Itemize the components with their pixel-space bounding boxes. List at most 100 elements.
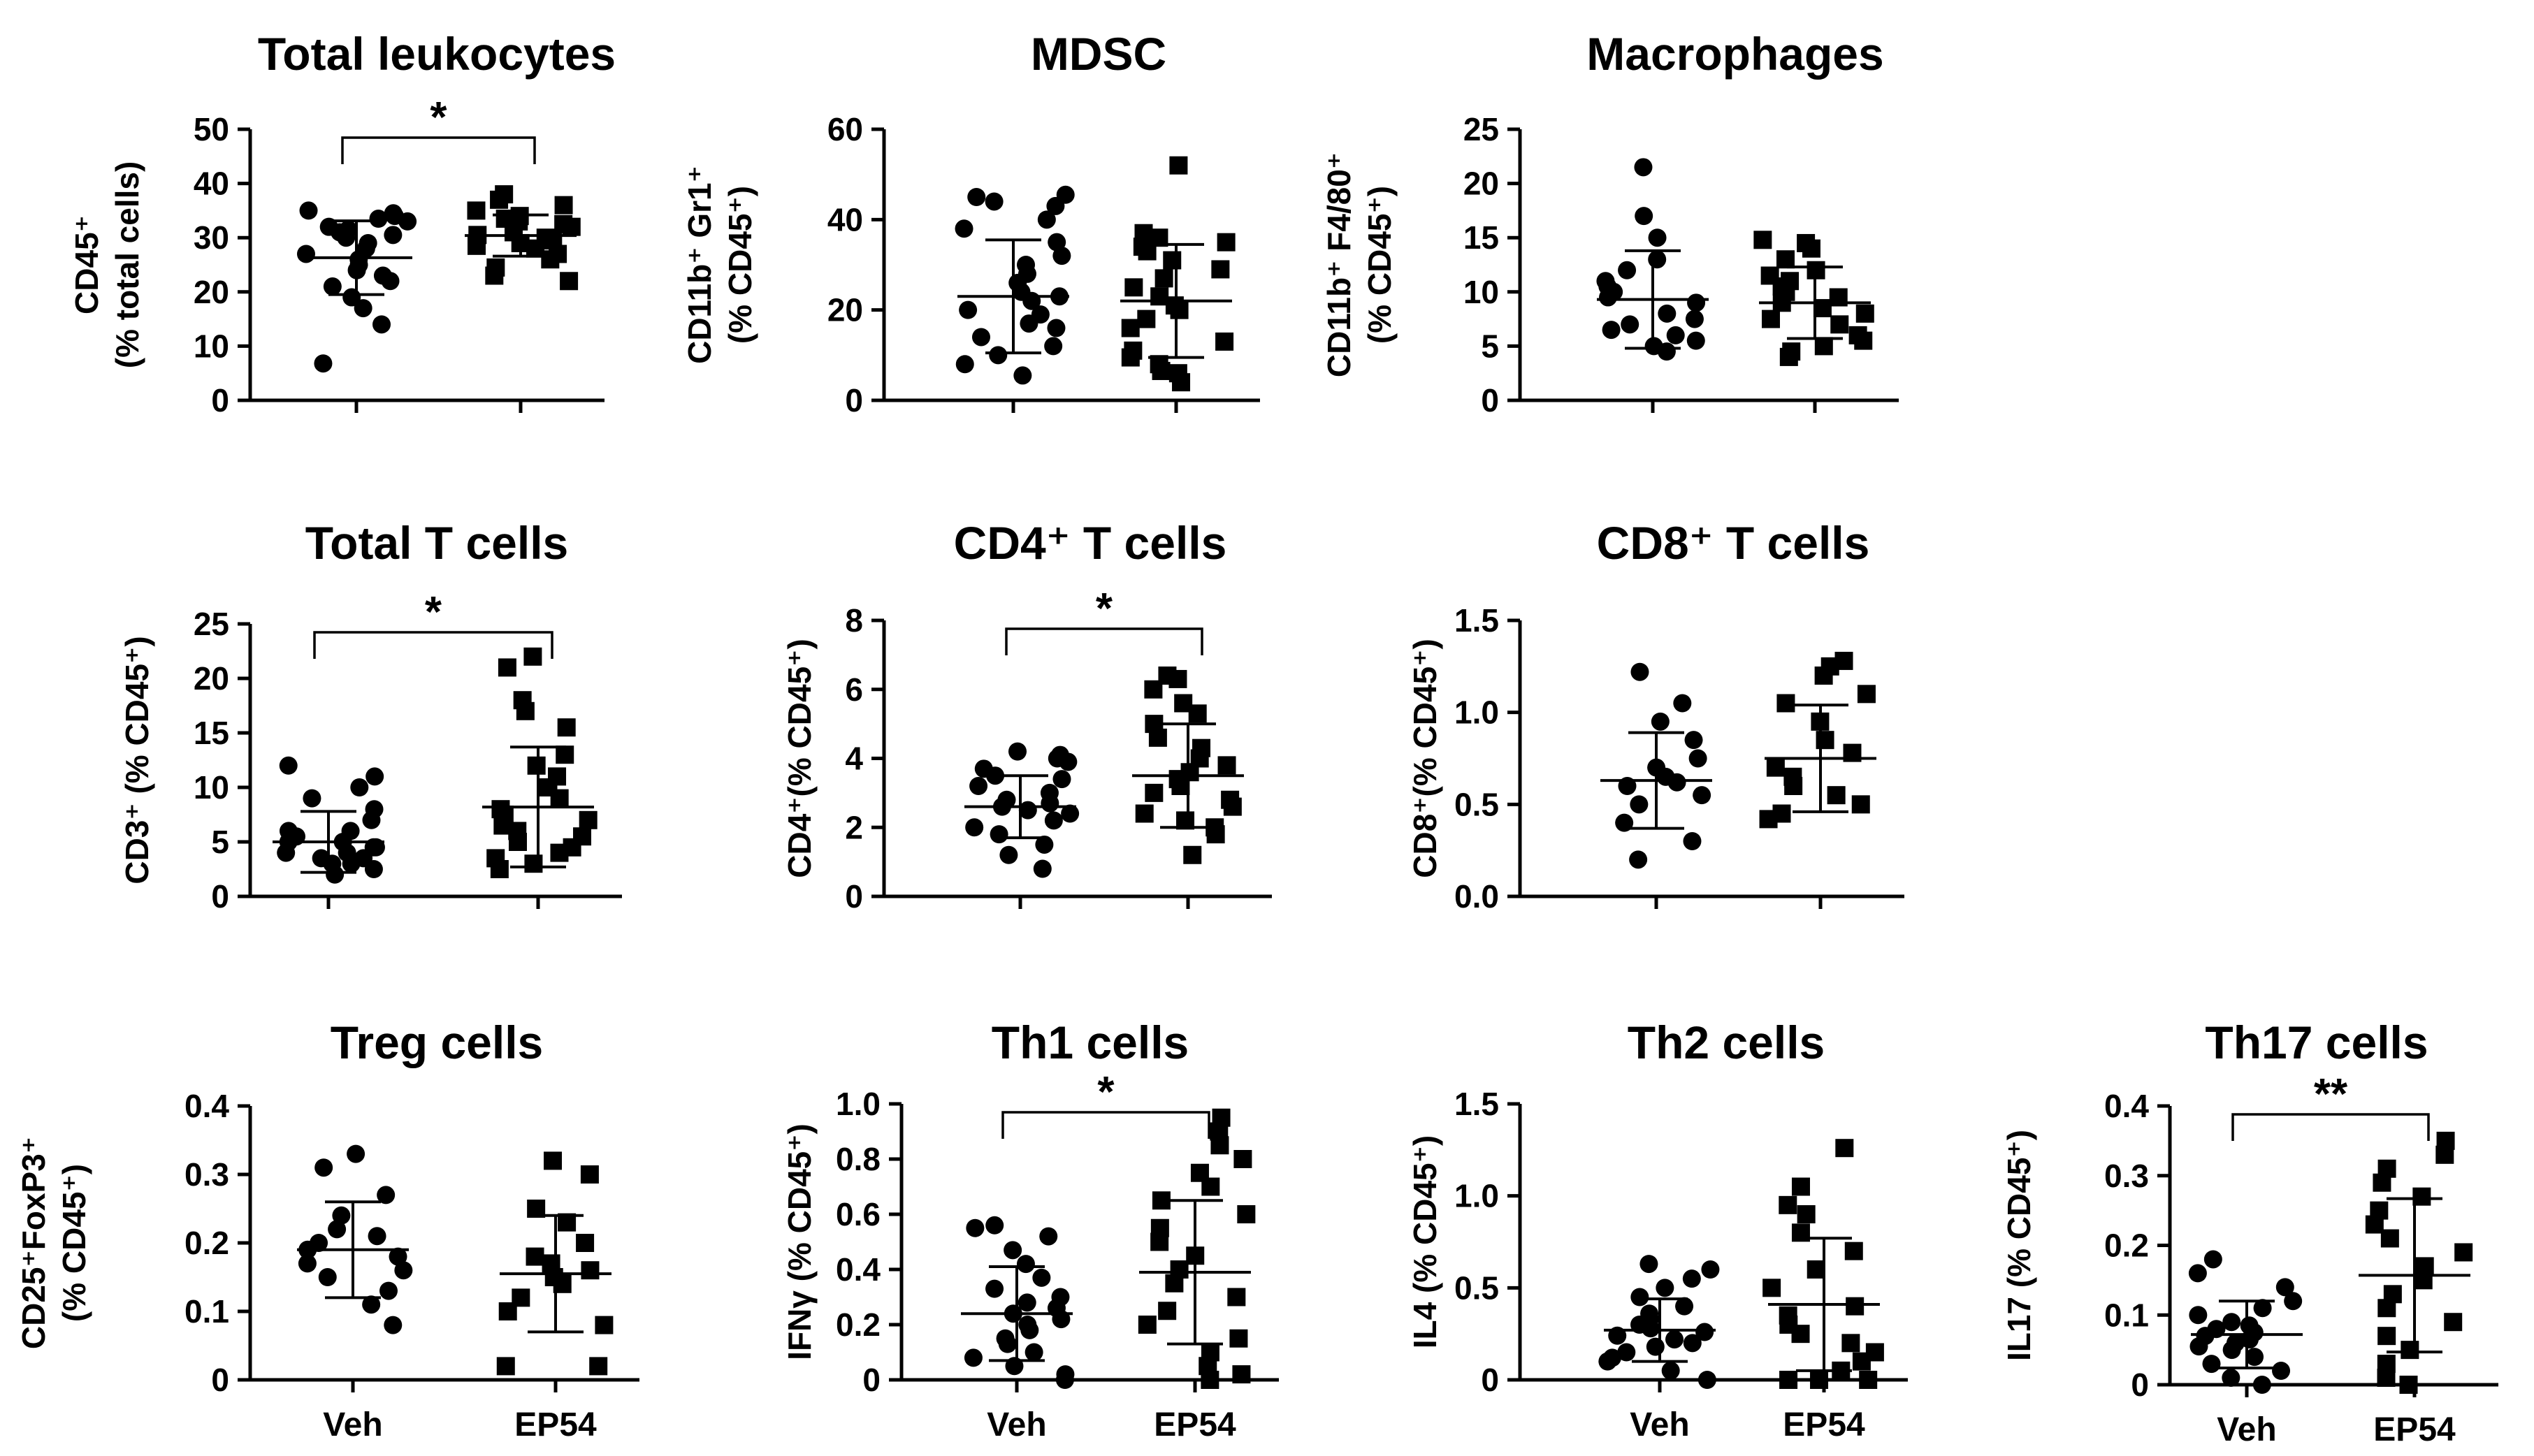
significance-label: *: [1097, 1068, 1115, 1116]
data-point: [579, 810, 598, 829]
data-point: [296, 245, 315, 263]
significance-label: *: [1096, 585, 1113, 633]
data-point: [394, 1261, 413, 1280]
data-point: [965, 818, 984, 837]
data-point: [1602, 321, 1621, 340]
data-point: [1630, 1288, 1649, 1306]
data-point: [1602, 1348, 1621, 1367]
y-tick-label: 0.0: [1454, 878, 1499, 915]
data-point: [576, 1234, 595, 1252]
data-point: [1004, 1241, 1022, 1260]
panel-title: Treg cells: [331, 1017, 544, 1068]
y-axis-label: IL17 (% CD45⁺): [2001, 1130, 2037, 1361]
data-point: [1168, 364, 1187, 383]
data-point: [1665, 1330, 1684, 1349]
data-point: [1841, 1334, 1860, 1353]
data-point: [1855, 304, 1874, 323]
data-point: [299, 201, 318, 220]
data-point: [1810, 1371, 1829, 1389]
data-point: [1779, 1371, 1798, 1389]
panel-title: CD8⁺ T cells: [1597, 517, 1870, 569]
series-EP54: [2359, 1131, 2473, 1394]
panel-7: Treg cells 0 0.1 0.2 0.3 0.4 Veh EP54 CD25⁺FoxP3…: [15, 1017, 639, 1443]
significance-bracket: [1005, 627, 1203, 655]
data-point: [377, 1186, 396, 1204]
data-point: [1791, 1177, 1810, 1196]
data-point: [1857, 685, 1876, 704]
data-point: [372, 315, 391, 334]
panel-5: CD4⁺ T cells 0 2 4 6 8 CD4⁺(% CD45⁺) *: [781, 517, 1272, 915]
panel-1: Total leukocytes 0 10 20 30 40 50 CD45⁺ (% total…: [68, 28, 616, 418]
data-point: [1170, 1260, 1189, 1279]
y-tick-label: 2: [845, 809, 863, 845]
data-point: [1797, 233, 1816, 252]
data-point: [1050, 745, 1069, 764]
panel-8: Th1 cells 0 0.2 0.4 0.6 0.8 1.0 Veh EP54 IFNγ (% …: [781, 1017, 1279, 1443]
data-point: [1634, 158, 1653, 177]
data-point: [2188, 1264, 2207, 1283]
data-point: [1048, 233, 1066, 252]
data-point: [2383, 1285, 2402, 1304]
panel-title: MDSC: [1031, 28, 1166, 80]
data-point: [373, 266, 392, 285]
data-point: [1772, 804, 1791, 823]
data-point: [486, 258, 505, 277]
data-point: [1212, 1108, 1231, 1127]
y-tick-label: 0.2: [2104, 1228, 2149, 1264]
significance-label: *: [425, 588, 442, 636]
data-point: [342, 288, 361, 307]
data-point: [1227, 1288, 1246, 1306]
y-axis-label: IL4 (% CD45⁺): [1407, 1135, 1443, 1348]
y-axis-label: CD25⁺FoxP3⁺ (% CD45⁺): [15, 1137, 92, 1349]
data-point: [1693, 786, 1711, 805]
data-point: [1165, 296, 1184, 315]
data-point: [491, 800, 510, 819]
data-point: [298, 1254, 317, 1273]
data-point: [1661, 1361, 1680, 1380]
data-point: [310, 1234, 328, 1252]
y-tick-label: 30: [194, 219, 229, 256]
series-EP54: [1120, 156, 1236, 392]
data-point: [2252, 1376, 2271, 1394]
y-tick-label: 50: [194, 111, 229, 147]
y-tick-label: 25: [1463, 111, 1499, 147]
panel-10: Th17 cells 0 0.1 0.2 0.3 0.4 Veh EP54 IL17 (% CD…: [2001, 1017, 2498, 1448]
data-point: [323, 277, 342, 296]
data-point: [2253, 1299, 2272, 1318]
data-point: [964, 1348, 983, 1367]
y-tick-label: 4: [845, 741, 863, 777]
data-point: [1686, 331, 1705, 350]
y-tick-label: 1.5: [1454, 602, 1499, 639]
data-point: [1683, 832, 1702, 850]
data-point: [1169, 156, 1188, 175]
data-point: [1121, 319, 1140, 337]
data-point: [1753, 231, 1772, 249]
data-point: [1779, 1195, 1797, 1214]
data-point: [1630, 662, 1649, 681]
data-point: [966, 1218, 985, 1237]
y-tick-label: 0.6: [836, 1196, 881, 1232]
data-point: [1044, 337, 1063, 356]
panel-4: Total T cells 0 5 10 15 20 25 CD3⁺ (% CD45⁺) *: [119, 517, 622, 915]
data-point: [1229, 1329, 1248, 1348]
y-tick-label: 0.4: [2104, 1088, 2149, 1124]
y-tick-label: 15: [194, 715, 229, 751]
panel-6: CD8⁺ T cells 0.0 0.5 1.0 1.5 CD8⁺(% CD45⁺): [1407, 517, 1904, 915]
data-point: [303, 789, 321, 808]
data-point: [2415, 1257, 2434, 1276]
data-point: [969, 777, 988, 795]
data-point: [1618, 261, 1637, 279]
x-category-label: Veh: [1630, 1406, 1689, 1443]
series-Veh: [2188, 1250, 2303, 1394]
data-point: [1018, 1293, 1036, 1312]
data-point: [1782, 342, 1801, 361]
data-point: [1008, 742, 1027, 761]
y-tick-label: 0.2: [836, 1306, 881, 1343]
data-point: [1039, 1227, 1058, 1246]
data-point: [1135, 804, 1154, 823]
data-point: [496, 1357, 515, 1376]
data-point: [1827, 786, 1846, 805]
data-point: [486, 849, 505, 868]
data-point: [1056, 1365, 1075, 1384]
